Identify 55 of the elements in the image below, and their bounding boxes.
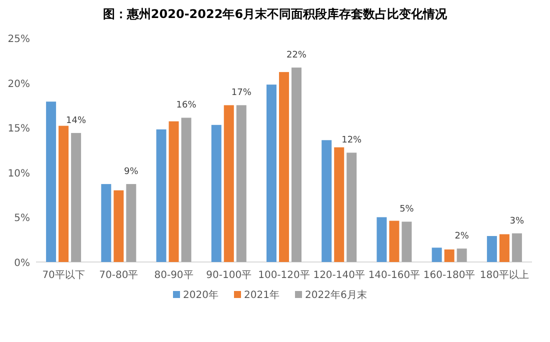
bar [389, 220, 400, 262]
bar [499, 234, 510, 262]
x-tick-label: 120-140平 [313, 270, 366, 281]
x-tick-label: 90-100平 [206, 270, 252, 281]
legend-label: 2022年6月末 [305, 289, 367, 301]
legend-label: 2020年 [183, 289, 218, 301]
data-label: 2% [454, 232, 470, 242]
data-label: 14% [66, 116, 86, 126]
data-label: 22% [286, 50, 307, 61]
bar [236, 105, 246, 262]
bar [456, 248, 467, 262]
data-label: 9% [124, 167, 139, 178]
bar [211, 124, 222, 262]
y-tick-label: 15% [8, 124, 30, 135]
bar [292, 68, 302, 262]
bar [101, 184, 112, 262]
bar [512, 233, 522, 262]
bar [266, 84, 276, 262]
bar [402, 222, 412, 262]
bar [432, 248, 442, 262]
x-tick-label: 140-160平 [368, 270, 420, 281]
bar [322, 140, 332, 262]
bar [346, 152, 357, 262]
bar [376, 217, 387, 262]
bar [114, 190, 124, 262]
bar [156, 129, 166, 262]
y-tick-label: 25% [8, 34, 30, 45]
data-label: 17% [231, 88, 252, 98]
x-tick-label: 180平以上 [480, 269, 529, 281]
x-tick-label: 160-180平 [423, 270, 476, 281]
y-tick-label: 10% [8, 168, 30, 180]
bar [126, 184, 136, 262]
y-tick-label: 0% [14, 258, 30, 269]
legend-label: 2021年 [244, 289, 280, 301]
bar [279, 72, 289, 262]
data-label: 12% [342, 136, 362, 146]
bar [46, 102, 56, 262]
bar [58, 126, 69, 262]
bar [486, 236, 497, 262]
bar [224, 105, 234, 262]
data-label: 3% [510, 216, 525, 226]
x-tick-label: 70-80平 [99, 270, 138, 281]
y-tick-label: 5% [14, 213, 30, 224]
y-tick-label: 20% [8, 78, 30, 90]
data-label: 5% [400, 204, 414, 215]
data-label: 16% [176, 100, 197, 111]
bar [181, 118, 192, 262]
bar [334, 147, 344, 262]
chart-title: 图：惠州2020-2022年6月末不同面积段库存套数占比变化情况 [102, 7, 448, 21]
bar [71, 132, 82, 262]
x-tick-label: 80-90平 [154, 270, 194, 281]
x-tick-label: 100-120平 [258, 270, 310, 281]
x-tick-label: 70平以下 [42, 269, 85, 281]
bar [444, 249, 454, 262]
bar [168, 121, 179, 262]
